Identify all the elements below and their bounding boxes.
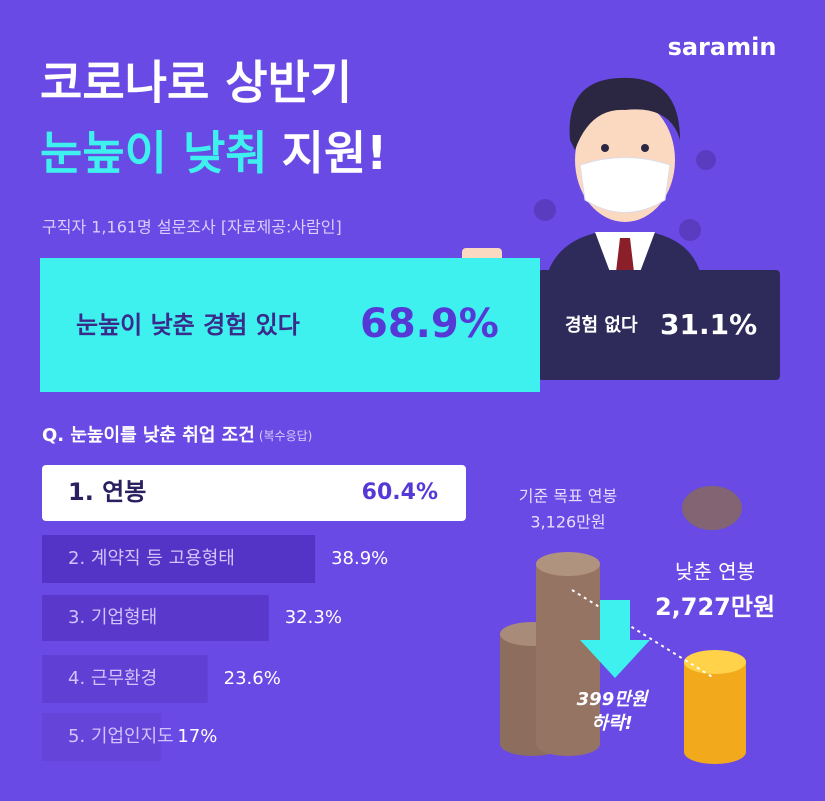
no-box bbox=[538, 270, 780, 380]
target-value: 3,126만원 bbox=[530, 513, 605, 532]
drop-value: 399만원 bbox=[577, 689, 650, 710]
condition-label: 3. 기업형태 bbox=[68, 607, 157, 628]
condition-label: 5. 기업인지도 bbox=[68, 726, 174, 747]
brand: saramin bbox=[668, 33, 777, 61]
no-label: 경험 없다 bbox=[565, 314, 638, 336]
title-line1: 코로나로 상반기 bbox=[40, 56, 352, 110]
title-rest: 지원! bbox=[282, 126, 388, 180]
condition-label: 2. 계약직 등 고용형태 bbox=[68, 548, 235, 569]
condition-bar bbox=[42, 655, 208, 703]
condition-bar bbox=[42, 465, 466, 521]
yes-box bbox=[40, 258, 540, 392]
condition-value: 38.9% bbox=[331, 548, 388, 569]
question-text: Q. 눈높이를 낮춘 취업 조건 bbox=[42, 425, 255, 446]
question: Q. 눈높이를 낮춘 취업 조건 (복수응답) bbox=[42, 425, 312, 446]
condition-bar bbox=[42, 595, 269, 641]
condition-bar bbox=[42, 713, 162, 761]
title-line2: 눈높이 낮춰 지원! bbox=[40, 126, 387, 180]
target-label: 기준 목표 연봉 bbox=[519, 487, 618, 506]
question-note: (복수응답) bbox=[259, 429, 313, 443]
condition-bar bbox=[42, 535, 316, 583]
drop-note: 하락! bbox=[591, 713, 632, 734]
title-highlight: 눈높이 낮춰 bbox=[40, 126, 268, 180]
condition-bars: 1. 연봉 60.4% 2. 계약직 등 고용형태 38.9% 3. 기업형태 32.3%… bbox=[42, 465, 466, 761]
lowered-label: 낮춘 연봉 bbox=[675, 560, 755, 584]
condition-value: 60.4% bbox=[362, 480, 438, 505]
condition-value: 17% bbox=[177, 726, 217, 747]
no-value: 31.1% bbox=[660, 308, 757, 341]
condition-value: 32.3% bbox=[285, 607, 342, 628]
condition-value: 23.6% bbox=[224, 668, 281, 689]
condition-label: 4. 근무환경 bbox=[68, 668, 157, 689]
condition-label: 1. 연봉 bbox=[68, 478, 146, 506]
coins-illustration bbox=[500, 486, 746, 764]
lowered-value: 2,727만원 bbox=[655, 593, 775, 621]
subtitle: 구직자 1,161명 설문조사 [자료제공:사람인] bbox=[42, 218, 342, 237]
yes-value: 68.9% bbox=[360, 301, 499, 347]
yes-label: 눈높이 낮춘 경험 있다 bbox=[76, 311, 300, 339]
